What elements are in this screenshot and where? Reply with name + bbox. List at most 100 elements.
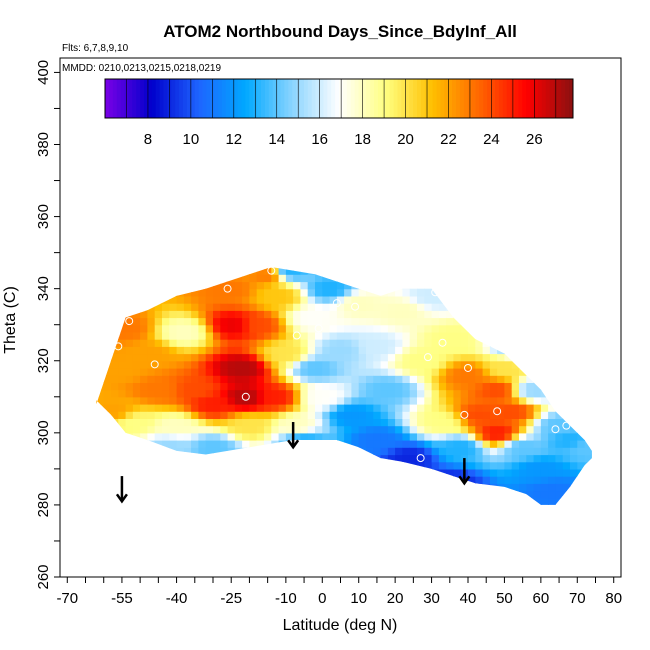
heatmap-cell: [533, 368, 542, 376]
heatmap-cell: [271, 497, 280, 505]
heatmap-cell: [591, 288, 592, 297]
heatmap-cell: [591, 389, 592, 398]
heatmap-cell: [183, 447, 192, 456]
heatmap-cell: [511, 353, 520, 362]
heatmap-cell: [132, 353, 141, 362]
colorbar-segment: [436, 79, 441, 118]
heatmap-cell: [526, 303, 535, 311]
heatmap-cell: [511, 288, 520, 297]
heatmap-cell: [96, 267, 105, 268]
heatmap-cell: [293, 310, 301, 319]
heatmap-cell: [234, 483, 243, 492]
heatmap-cell: [271, 295, 280, 304]
heatmap-cell: [140, 324, 148, 333]
colorbar-segment: [495, 79, 500, 118]
heatmap-cell: [336, 267, 345, 275]
heatmap-cell: [358, 432, 367, 441]
heatmap-cell: [489, 382, 498, 391]
heatmap-cell: [147, 324, 156, 333]
heatmap-cell: [300, 425, 309, 434]
heatmap-cell: [431, 440, 440, 448]
colorbar-segment: [518, 79, 523, 118]
heatmap-cell: [96, 382, 105, 391]
heatmap-cell: [125, 281, 134, 290]
heatmap-cell: [213, 324, 221, 333]
heatmap-cell: [468, 267, 476, 275]
heatmap-cell: [489, 288, 498, 297]
colorbar-segment: [335, 79, 340, 118]
heatmap-cell: [387, 288, 396, 297]
heatmap-cell: [147, 461, 156, 470]
heatmap-cell: [96, 432, 97, 441]
colorbar-segment: [323, 79, 328, 118]
heatmap-cell: [227, 353, 236, 362]
heatmap-cell: [562, 324, 571, 333]
colorbar-segment: [502, 79, 508, 118]
heatmap-cell: [234, 346, 243, 355]
colorbar-segment: [183, 79, 188, 118]
heatmap-cell: [584, 382, 592, 391]
heatmap-cell: [293, 353, 301, 362]
heatmap-cell: [453, 274, 462, 283]
heatmap-cell: [351, 425, 360, 434]
heatmap-cell: [380, 440, 389, 448]
heatmap-cell: [96, 331, 105, 340]
heatmap-cell: [511, 295, 520, 304]
heatmap-cell: [417, 288, 425, 297]
heatmap-cell: [373, 396, 382, 405]
heatmap-cell: [96, 267, 97, 275]
heatmap-cell: [446, 389, 454, 398]
heatmap-cell: [220, 468, 229, 477]
heatmap-cell: [183, 468, 192, 477]
heatmap-cell: [220, 346, 229, 355]
heatmap-cell: [504, 468, 513, 477]
heatmap-cell: [460, 432, 469, 441]
heatmap-cell: [562, 382, 571, 391]
heatmap-cell: [497, 346, 505, 355]
heatmap-cell: [344, 267, 352, 268]
heatmap-cell: [533, 360, 542, 369]
heatmap-cell: [242, 411, 250, 419]
heatmap-cell: [183, 339, 192, 347]
heatmap-cell: [285, 497, 294, 505]
heatmap-cell: [322, 382, 331, 391]
heatmap-cell: [373, 346, 382, 355]
heatmap-cell: [504, 281, 513, 290]
heatmap-cell: [453, 295, 462, 304]
heatmap-cell: [584, 339, 592, 347]
heatmap-cell: [198, 476, 207, 484]
heatmap-cell: [533, 267, 542, 275]
heatmap-cell: [497, 396, 505, 405]
heatmap-cell: [169, 490, 178, 499]
heatmap-cell: [591, 440, 592, 448]
heatmap-cell: [540, 425, 549, 434]
heatmap-cell: [591, 425, 592, 434]
heatmap-cell: [300, 490, 309, 499]
heatmap-cell: [468, 490, 476, 499]
heatmap-cell: [446, 483, 454, 492]
heatmap-cell: [548, 324, 556, 333]
heatmap-cell: [468, 447, 476, 456]
heatmap-cell: [592, 505, 600, 513]
heatmap-cell: [169, 310, 178, 319]
heatmap-cell: [555, 454, 564, 463]
heatmap-cell: [540, 418, 549, 427]
heatmap-cell: [351, 331, 360, 340]
heatmap-cell: [344, 447, 352, 456]
heatmap-cell: [125, 497, 134, 505]
heatmap-cell: [453, 267, 462, 275]
heatmap-cell: [234, 425, 243, 434]
heatmap-cell: [504, 440, 513, 448]
heatmap-cell: [256, 425, 265, 434]
heatmap-cell: [191, 454, 199, 463]
heatmap-cell: [336, 339, 345, 347]
heatmap-cell: [358, 310, 367, 319]
sample-marker: [464, 363, 472, 372]
heatmap-cell: [526, 331, 535, 340]
heatmap-cell: [533, 303, 542, 311]
heatmap-cell: [264, 303, 272, 311]
heatmap-cell: [249, 353, 258, 362]
colorbar-segment: [257, 79, 262, 118]
heatmap-cell: [519, 447, 527, 456]
heatmap-cell: [140, 389, 148, 398]
